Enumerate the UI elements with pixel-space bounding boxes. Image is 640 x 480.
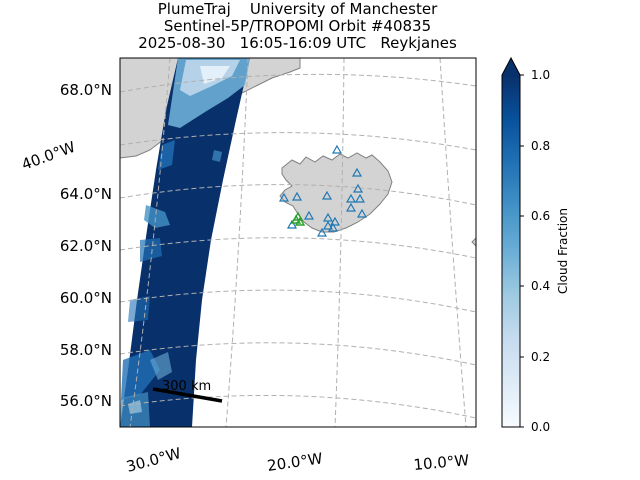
lat-label-60: 60.0°N (60, 289, 112, 307)
faroe-land (471, 237, 476, 247)
volcano-marker (291, 191, 303, 201)
volcano-marker (354, 193, 366, 203)
lat-label-68: 68.0°N (60, 81, 112, 99)
volcano-markers (278, 144, 368, 237)
lat-label-62: 62.0°N (60, 237, 112, 255)
map-frame (119, 57, 477, 428)
volcano-marker (327, 222, 339, 232)
lon-label-10w: 10.0°W (413, 451, 470, 474)
lat-label-58: 58.0°N (60, 341, 112, 359)
colorbar-tick-0: 0.0 (531, 420, 550, 434)
title-line-2: Sentinel-5P/TROPOMI Orbit #40835 (163, 17, 432, 35)
colorbar: 0.0 0.2 0.4 0.6 0.8 1.0 Cloud Fraction (501, 56, 570, 434)
volcano-marker (352, 183, 364, 193)
title-line-1: PlumeTraj University of Manchester (157, 0, 438, 18)
colorbar-frame (501, 56, 521, 428)
volcano-marker (321, 190, 333, 200)
lat-label-64: 64.0°N (60, 185, 112, 203)
title-line-3: 2025-08-30 16:05-16:09 UTC Reykjanes (138, 34, 457, 52)
volcano-marker (329, 216, 341, 226)
scale-bar (152, 387, 223, 403)
volcano-marker (278, 192, 290, 202)
colorbar-tick-1: 0.2 (531, 350, 550, 364)
parallel-gridlines (120, 73, 476, 419)
colorbar-extend-arrow (502, 58, 520, 75)
volcano-marker (286, 219, 298, 229)
active-volcano-markers (290, 211, 306, 226)
volcano-marker (351, 167, 363, 177)
active-volcano-marker (294, 216, 306, 226)
lon-label-30w: 30.0°W (124, 444, 183, 476)
colorbar-tick-3: 0.6 (531, 209, 550, 223)
volcano-marker (356, 208, 368, 218)
colorbar-label: Cloud Fraction (556, 208, 570, 294)
lon-label-20w: 20.0°W (266, 449, 324, 475)
meridian-gridlines (129, 58, 467, 427)
colorbar-gradient (502, 75, 520, 427)
colorbar-tick-2: 0.4 (531, 279, 550, 293)
lat-label-56: 56.0°N (60, 392, 112, 410)
colorbar-tick-5: 1.0 (531, 68, 550, 82)
active-volcano-marker (292, 211, 304, 221)
volcano-marker (345, 202, 357, 212)
volcano-marker (303, 210, 315, 220)
volcano-marker (331, 144, 343, 154)
volcano-marker (316, 227, 328, 237)
volcano-marker (345, 193, 357, 203)
scale-bar-label: 300 km (162, 379, 211, 394)
lon-label-40w: 40.0°W (19, 138, 78, 174)
colorbar-tick-4: 0.8 (531, 139, 550, 153)
volcano-marker (322, 220, 334, 230)
